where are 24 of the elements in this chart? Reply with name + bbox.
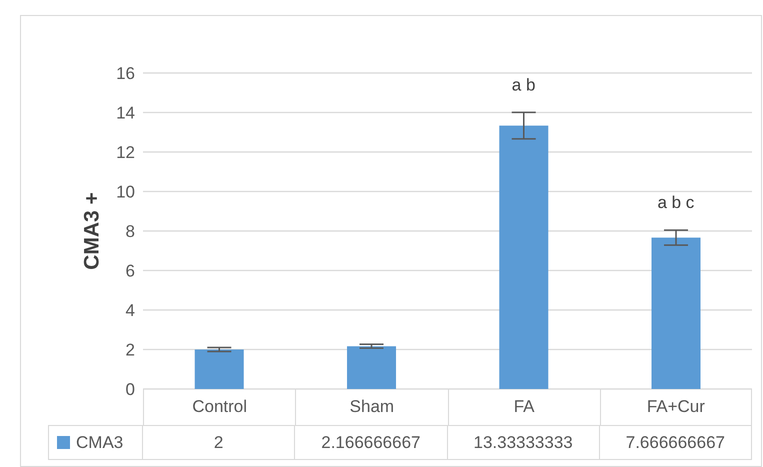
- y-tick-label: 4: [126, 301, 135, 320]
- y-tick-label: 2: [126, 340, 135, 360]
- bar: [652, 238, 701, 389]
- y-tick-label: 0: [126, 380, 135, 400]
- data-label: 13.33333333: [448, 425, 600, 460]
- legend-label: CMA3: [48, 425, 143, 460]
- bar: [499, 126, 548, 389]
- y-tick-label: 14: [116, 104, 135, 123]
- y-tick-label: 6: [126, 262, 135, 281]
- annotation: a b c: [657, 193, 695, 212]
- data-label: 7.666666667: [600, 425, 752, 460]
- bar: [194, 350, 244, 389]
- x-tick-label: Sham: [295, 389, 448, 425]
- data-label: 2.166666667: [295, 425, 448, 460]
- x-tick-label: FA+Cur: [600, 389, 752, 425]
- y-tick-label: 10: [116, 182, 135, 202]
- annotation: a b: [512, 75, 536, 94]
- x-tick-label: Control: [143, 389, 296, 425]
- bar: [347, 346, 396, 389]
- x-tick-label: FA: [448, 389, 600, 425]
- y-tick-label: 16: [116, 64, 135, 84]
- y-axis-title: CMA3 +: [80, 192, 104, 270]
- y-tick-label: 8: [126, 222, 135, 242]
- y-tick-label: 12: [116, 143, 135, 162]
